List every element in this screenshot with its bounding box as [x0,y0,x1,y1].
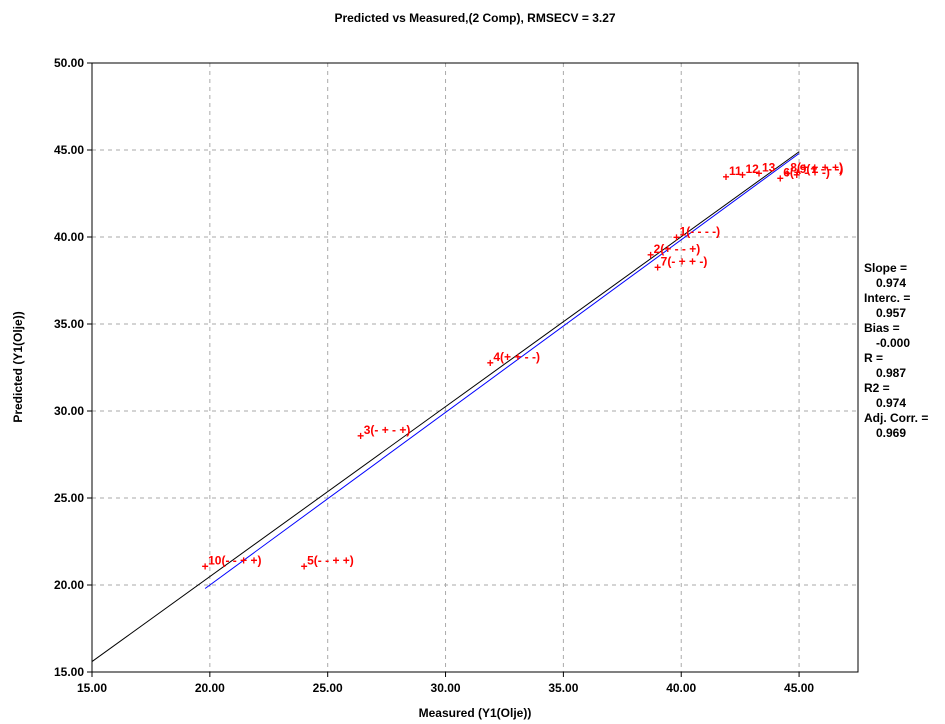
data-point-label: 11 [729,164,742,178]
x-tick-label: 30.00 [431,681,461,695]
grid [92,63,858,672]
y-tick-label: 40.00 [54,230,84,244]
data-point-marker: + [654,260,661,274]
fit-lines [91,151,800,662]
y-tick-label: 35.00 [54,317,84,331]
data-point-marker: + [301,560,308,574]
chart-title: Predicted vs Measured,(2 Comp), RMSECV =… [334,11,615,25]
regression-line [204,153,800,589]
stat-value: 0.969 [876,426,906,440]
y-axis-ticks: 15.00 20.00 25.00 30.00 35.00 40.00 45.00 50.00 [54,56,92,679]
y-tick-label: 50.00 [54,56,84,70]
data-point-marker: + [647,248,654,262]
y-tick-label: 30.00 [54,404,84,418]
x-axis-ticks: 15.00 20.00 25.00 30.00 35.00 40.00 45.00 [77,672,814,695]
data-point-label: 3(- + - +) [364,423,411,437]
x-tick-label: 15.00 [77,681,107,695]
x-tick-label: 45.00 [784,681,814,695]
y-tick-label: 45.00 [54,143,84,157]
data-point-label: 8(+ + + +) [790,160,843,174]
data-point-label: 10(- - + +) [208,554,261,568]
data-point-marker: + [357,429,364,443]
data-point-marker: + [784,166,791,180]
data-point-marker: + [756,166,763,180]
data-point-marker: + [202,560,209,574]
data-point-marker: + [673,231,680,245]
y-tick-label: 20.00 [54,578,84,592]
stat-value: 0.987 [876,366,906,380]
x-tick-label: 20.00 [195,681,225,695]
stat-name: Adj. Corr. = [864,411,928,425]
x-tick-label: 25.00 [313,681,343,695]
x-tick-label: 40.00 [666,681,696,695]
stat-name: R = [864,351,883,365]
y-tick-label: 25.00 [54,491,84,505]
stat-name: Slope = [864,261,907,275]
data-point-marker: + [723,170,730,184]
plot-frame [91,62,859,673]
x-tick-label: 35.00 [548,681,578,695]
stat-value: 0.974 [876,396,906,410]
data-point-label: 9(+ - - -) [800,162,844,176]
data-point-label: 6(+ - + -) [783,166,830,180]
target-line [91,151,800,662]
y-axis-label: Predicted (Y1(Olje)) [11,311,25,422]
stat-name: R2 = [864,381,890,395]
y-tick-label: 15.00 [54,665,84,679]
data-point-marker: + [739,168,746,182]
stat-value: -0.000 [876,336,910,350]
data-point-marker: + [777,172,784,186]
data-point-label: 13 [762,160,776,174]
data-point-label: 2(+ - - +) [654,242,701,256]
data-point-label: 1(- - - -) [680,225,721,239]
data-point-marker: + [487,356,494,370]
stat-name: Interc. = [864,291,910,305]
stat-value: 0.974 [876,276,906,290]
x-axis-label: Measured (Y1(Olje)) [419,706,532,720]
data-point-label: 12 [746,162,760,176]
data-point-label: 5(- - + +) [307,554,354,568]
stat-name: Bias = [864,321,900,335]
data-points: +1(- - - -)+ 2(+ - - +)+ 7(- + + -)+ 3(- + … [202,160,844,573]
data-point-label: 4(+ + - -) [493,350,540,364]
data-point-marker: + [793,168,800,182]
data-point-label: 7(- + + -) [661,254,708,268]
stat-value: 0.957 [876,306,906,320]
